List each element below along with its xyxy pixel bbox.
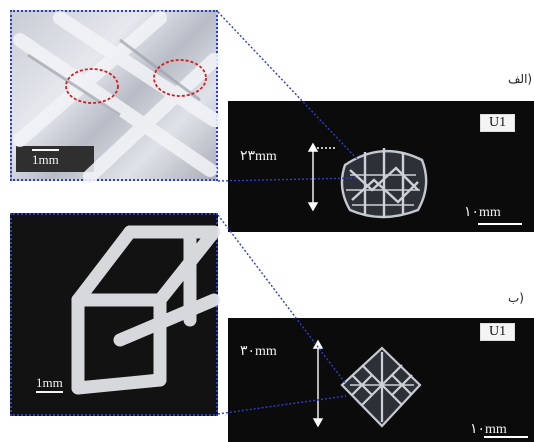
panel-a-height-label: ۲۳mm [240, 149, 277, 164]
defect-circle-right [153, 59, 207, 97]
panel-b-height-arrow [312, 339, 324, 428]
panel-a-inset-scale-box: 1mm [16, 146, 94, 172]
panel-b-connector-lines [217, 214, 347, 415]
panel-b-inset-struts [71, 225, 221, 395]
panel-b-label: ب) [508, 291, 524, 305]
panel-b-scale-label: ۱۰mm [470, 421, 507, 438]
panel-b-inset-scale-text: 1mm [36, 375, 63, 393]
panel-a-lattice [340, 148, 428, 219]
panel-a-inset-scale-text: 1mm [32, 149, 59, 168]
panel-b-lattice [340, 346, 422, 428]
panel-b-height-label: ۳۰mm [240, 344, 277, 359]
panel-a-height-arrow [307, 142, 337, 212]
panel-b-scale-text: ۱۰mm [470, 422, 507, 437]
panel-a-connector-lines [217, 11, 359, 182]
panel-a-badge: U1 [480, 114, 516, 132]
panel-a-scale-text: ۱۰mm [464, 205, 501, 220]
panel-b-inset-scale-box: 1mm [28, 375, 88, 397]
panel-a-scale-label: ۱۰mm [464, 204, 501, 221]
panel-b-badge: U1 [480, 323, 516, 341]
panel-a-label: الف) [508, 72, 533, 86]
panel-a-inset-struts [13, 11, 221, 183]
defect-circle-left [65, 68, 119, 104]
